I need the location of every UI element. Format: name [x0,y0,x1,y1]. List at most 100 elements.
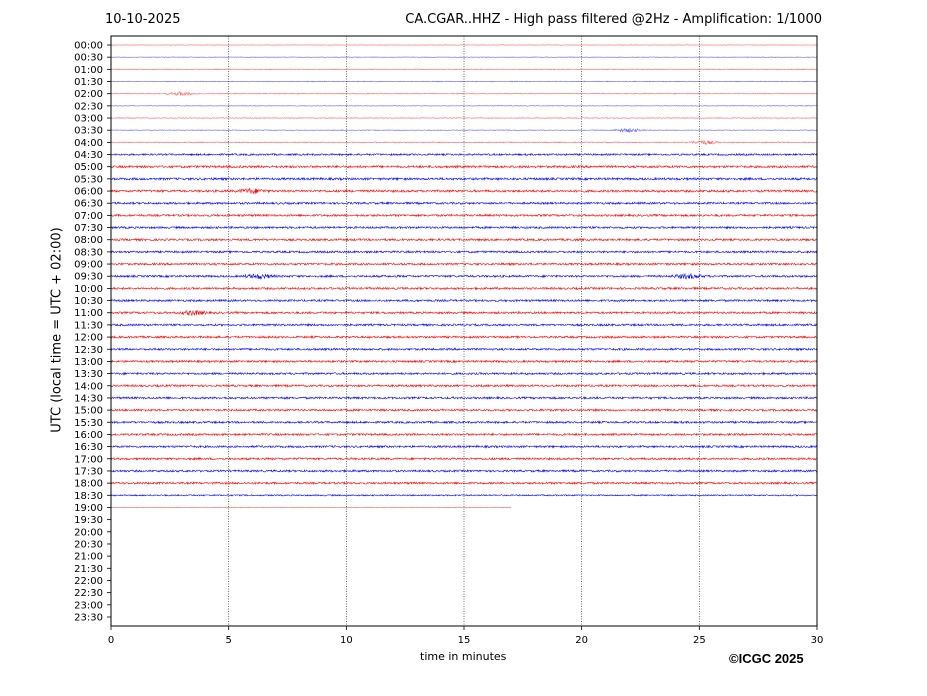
trace-07:00 [110,213,818,218]
y-tick-label: 11:00 [74,308,103,319]
trace-11:30 [110,322,818,328]
chart-title: CA.CGAR..HHZ - High pass filtered @2Hz -… [405,12,822,27]
trace-10:30 [110,298,818,303]
y-tick-label: 20:30 [74,539,103,550]
y-tick-label: 12:30 [74,345,103,356]
trace-13:30 [110,371,818,376]
y-tick-label: 01:30 [74,77,103,88]
trace-16:30 [110,444,818,449]
x-tick-label: 30 [811,635,824,646]
trace-02:30 [110,105,818,107]
trace-15:00 [110,407,818,413]
plot-frame [110,35,818,627]
y-tick-label: 10:30 [74,296,103,307]
trace-02:00 [110,91,818,97]
trace-05:30 [110,176,818,182]
y-tick-label: 02:00 [74,89,103,100]
x-tick-label: 5 [225,635,231,646]
trace-06:30 [110,201,818,206]
trace-01:30 [110,80,818,83]
x-tick-label: 15 [458,635,471,646]
x-tick-label: 10 [340,635,353,646]
trace-09:00 [110,262,818,267]
y-tick-label: 04:30 [74,150,103,161]
x-tick-label: 0 [108,635,114,646]
y-tick-label: 21:00 [74,552,103,563]
y-tick-label: 08:30 [74,247,103,258]
y-tick-label: 15:00 [74,406,103,417]
y-tick-label: 07:30 [74,223,103,234]
copyright: ©ICGC 2025 [729,651,804,666]
y-tick-label: 13:30 [74,369,103,380]
x-tick-label: 25 [693,635,706,646]
y-tick-label: 20:00 [74,527,103,538]
y-tick-label: 01:00 [74,65,103,76]
trace-17:00 [110,456,818,461]
trace-03:00 [110,117,818,119]
trace-13:00 [110,359,818,364]
y-tick-label: 05:30 [74,174,103,185]
y-tick-label: 17:00 [74,454,103,465]
x-axis-label: time in minutes [420,650,507,663]
trace-08:00 [110,237,818,242]
y-tick-label: 19:00 [74,503,103,514]
trace-12:30 [110,347,818,352]
trace-18:30 [110,493,818,497]
trace-17:30 [110,468,818,474]
y-tick-label: 07:00 [74,211,103,222]
trace-07:30 [110,225,818,230]
y-tick-label: 00:30 [74,53,103,64]
trace-05:00 [110,164,818,169]
y-tick-label: 04:00 [74,138,103,149]
y-tick-label: 16:30 [74,442,103,453]
trace-15:30 [110,420,818,425]
y-tick-label: 02:30 [74,101,103,112]
y-tick-label: 17:30 [74,466,103,477]
y-axis-label: UTC (local time = UTC + 02:00) [49,227,65,433]
trace-03:30 [110,127,818,133]
trace-14:00 [110,383,818,388]
trace-16:00 [110,432,818,437]
trace-09:30 [110,272,818,280]
y-tick-label: 10:00 [74,284,103,295]
y-tick-label: 23:30 [74,612,103,623]
trace-08:30 [110,249,818,255]
y-tick-label: 19:30 [74,515,103,526]
trace-00:30 [110,56,818,58]
y-tick-label: 06:30 [74,199,103,210]
y-tick-label: 23:00 [74,600,103,611]
y-tick-label: 14:30 [74,393,103,404]
y-tick-label: 22:30 [74,588,103,599]
y-tick-label: 21:30 [74,564,103,575]
trace-04:00 [110,139,818,146]
y-tick-label: 15:30 [74,418,103,429]
y-tick-label: 03:30 [74,126,103,137]
trace-06:00 [110,187,818,195]
y-tick-label: 09:30 [74,272,103,283]
trace-11:00 [110,309,818,316]
y-tick-label: 08:00 [74,235,103,246]
trace-04:30 [110,152,818,157]
y-tick-label: 11:30 [74,320,103,331]
trace-12:00 [110,335,818,340]
y-tick-label: 06:00 [74,187,103,198]
trace-14:30 [110,395,818,400]
y-tick-label: 22:00 [74,576,103,587]
trace-01:00 [110,68,818,71]
x-tick-label: 20 [575,635,588,646]
y-tick-label: 13:00 [74,357,103,368]
trace-10:00 [110,286,818,291]
chart-date: 10-10-2025 [105,12,181,27]
trace-18:00 [110,480,818,486]
y-tick-label: 09:00 [74,260,103,271]
y-tick-label: 03:00 [74,114,103,125]
y-tick-label: 12:00 [74,333,103,344]
y-tick-label: 00:00 [74,41,103,52]
y-tick-label: 05:00 [74,162,103,173]
y-tick-label: 16:00 [74,430,103,441]
y-tick-label: 18:00 [74,479,103,490]
y-tick-label: 18:30 [74,491,103,502]
y-tick-label: 14:00 [74,381,103,392]
